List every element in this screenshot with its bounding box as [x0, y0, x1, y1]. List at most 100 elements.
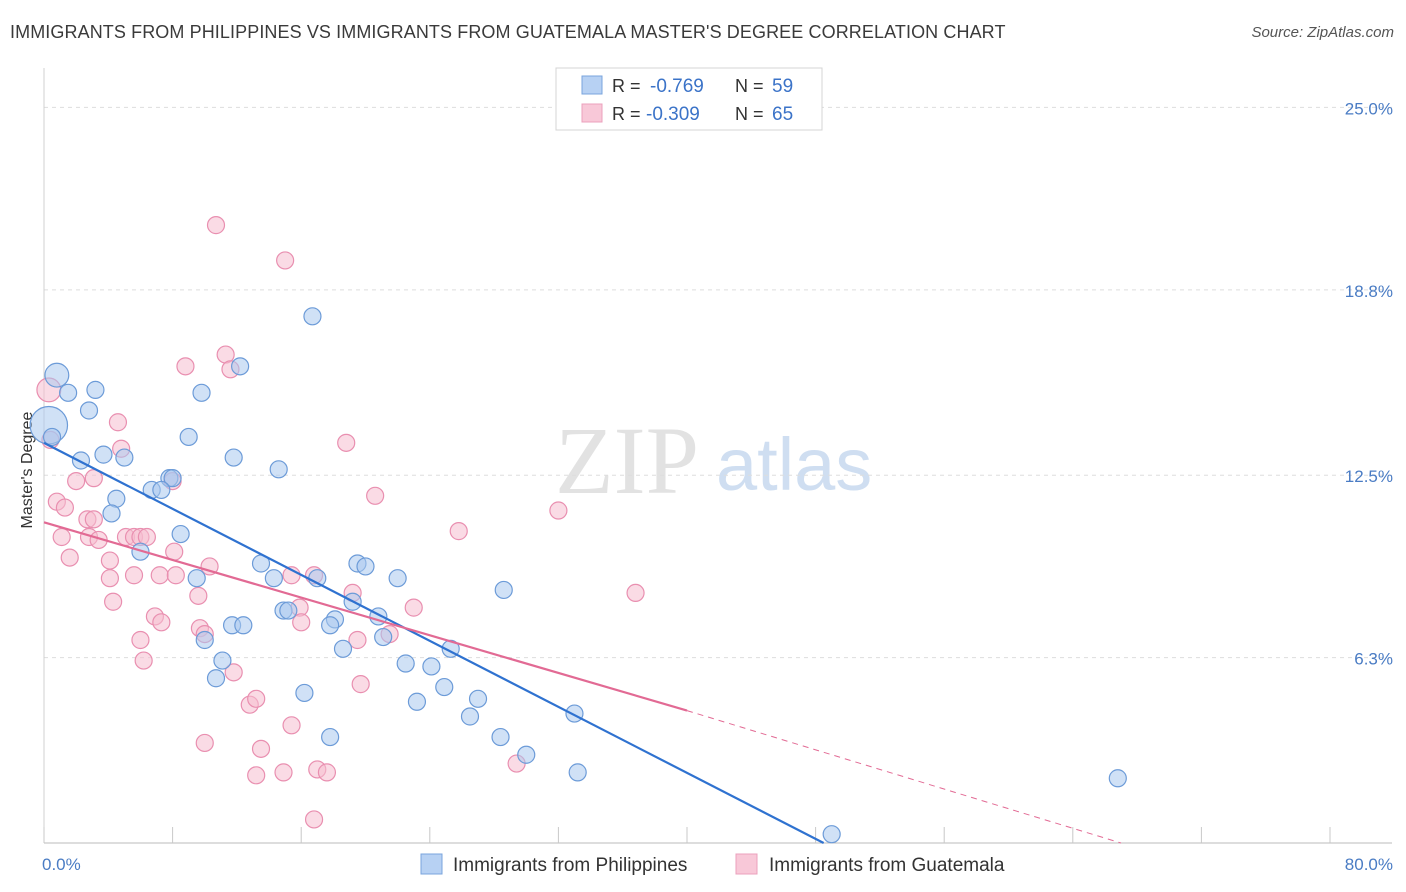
watermark-atlas: atlas	[716, 423, 872, 506]
x-tick-label: 80.0%	[1345, 855, 1393, 874]
data-point	[131, 542, 150, 561]
y-tick-labels: 6.3% 12.5% 18.8% 25.0%	[1345, 99, 1393, 668]
legend-r-value: -0.769	[650, 76, 704, 97]
data-point	[67, 471, 86, 491]
data-point	[179, 427, 198, 447]
data-point	[460, 707, 480, 726]
series-philippines	[29, 307, 1127, 844]
legend-swatch-philippines	[581, 75, 603, 95]
data-point	[124, 566, 144, 585]
data-point	[224, 663, 243, 682]
data-point	[333, 639, 353, 658]
bottom-legend-swatch-philippines	[420, 853, 443, 875]
legend-n-label: N =	[735, 76, 764, 96]
series-legend: Immigrants from Philippines Immigrants f…	[420, 853, 1005, 876]
data-point	[1108, 769, 1127, 788]
data-point	[52, 527, 71, 547]
bottom-legend-label-philippines: Immigrants from Philippines	[453, 855, 687, 876]
y-tick-label: 12.5%	[1345, 467, 1393, 486]
data-point	[422, 657, 441, 676]
data-point	[491, 727, 510, 747]
data-point	[276, 251, 295, 270]
data-point	[206, 669, 226, 688]
data-point	[166, 566, 185, 585]
data-point	[404, 598, 423, 617]
legend-n-label: N =	[735, 104, 764, 124]
data-point	[134, 651, 153, 670]
data-point	[565, 704, 584, 723]
data-point	[468, 689, 488, 708]
trendline-philippines	[43, 441, 825, 844]
data-point	[374, 627, 393, 647]
data-point	[337, 433, 356, 452]
data-point	[279, 601, 298, 620]
data-point	[104, 592, 123, 611]
data-point	[321, 616, 340, 635]
legend-r-label: R =	[612, 76, 641, 96]
chart-title: IMMIGRANTS FROM PHILIPPINES VS IMMIGRANT…	[10, 22, 1006, 42]
bottom-legend-label-guatemala: Immigrants from Guatemala	[769, 855, 1005, 876]
data-point	[568, 763, 587, 782]
data-point	[494, 580, 513, 600]
data-point	[195, 630, 214, 650]
data-point	[264, 569, 283, 588]
gridlines	[44, 106, 1392, 659]
data-point	[317, 763, 337, 782]
data-point	[176, 357, 195, 376]
legend-r-label: R =	[612, 104, 641, 124]
data-point	[366, 486, 385, 505]
data-point	[304, 810, 324, 829]
data-point	[152, 613, 171, 632]
data-point	[150, 566, 169, 585]
data-point	[292, 613, 311, 632]
data-point	[195, 733, 214, 753]
y-axis-title: Master's Degree	[19, 411, 36, 528]
data-point	[247, 766, 266, 785]
data-point	[822, 825, 841, 844]
data-point	[247, 689, 266, 708]
data-point	[163, 469, 182, 488]
data-point	[60, 548, 79, 567]
data-point	[102, 504, 121, 523]
y-tick-label: 25.0%	[1345, 99, 1393, 118]
data-point	[231, 357, 250, 376]
data-point	[42, 427, 62, 447]
bottom-legend-swatch-guatemala	[735, 853, 758, 875]
legend-n-value: 65	[772, 104, 793, 125]
data-point	[356, 557, 375, 576]
x-tick-labels: 0.0% 80.0%	[42, 855, 1393, 874]
data-point	[282, 716, 301, 735]
data-point	[171, 524, 190, 544]
axes	[43, 68, 1392, 844]
data-point	[59, 383, 78, 402]
data-point	[100, 551, 120, 570]
data-point	[55, 498, 74, 517]
trendlines	[43, 441, 1122, 844]
data-point	[213, 651, 232, 670]
data-point	[435, 677, 454, 697]
data-point	[517, 745, 536, 764]
series-guatemala	[36, 216, 645, 829]
data-point	[79, 401, 99, 420]
data-point	[152, 480, 171, 500]
legend-n-value: 59	[772, 76, 793, 97]
data-point	[234, 616, 253, 635]
data-point	[396, 654, 415, 673]
data-point	[84, 510, 103, 529]
y-tick-label: 6.3%	[1354, 650, 1393, 669]
data-point	[192, 383, 211, 402]
data-point	[274, 763, 293, 782]
y-tick-label: 18.8%	[1345, 282, 1393, 301]
data-point	[626, 583, 645, 603]
watermark-zip: ZIP	[555, 407, 699, 514]
data-point	[388, 569, 407, 588]
data-point	[94, 445, 113, 464]
data-point	[303, 307, 322, 326]
data-point	[187, 569, 206, 588]
source-credit: Source: ZipAtlas.com	[1251, 24, 1394, 41]
data-point	[351, 675, 370, 694]
data-point	[86, 380, 105, 399]
legend-r-value: -0.309	[646, 104, 700, 125]
data-point	[115, 448, 134, 467]
